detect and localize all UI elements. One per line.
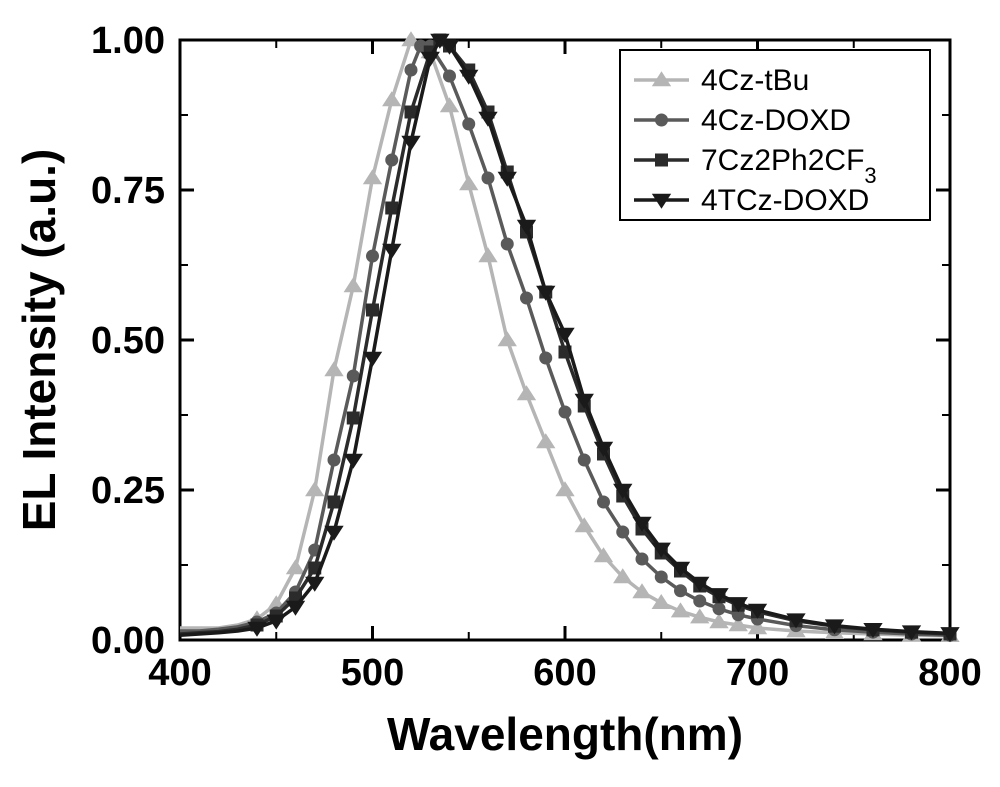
marker-triangle-up: [653, 595, 671, 609]
marker-triangle-down: [345, 454, 363, 468]
marker-triangle-up: [364, 170, 382, 184]
marker-circle: [367, 250, 379, 262]
marker-square: [656, 154, 668, 166]
marker-triangle-up: [537, 434, 555, 448]
marker-circle: [328, 454, 340, 466]
marker-circle: [482, 172, 494, 184]
y-tick-label: 0.00: [91, 620, 165, 662]
marker-square: [386, 202, 398, 214]
marker-circle: [636, 553, 648, 565]
marker-triangle-up: [595, 548, 613, 562]
marker-circle: [521, 292, 533, 304]
marker-triangle-up: [383, 92, 401, 106]
marker-triangle-up: [325, 362, 343, 376]
marker-triangle-down: [325, 526, 343, 540]
marker-circle: [540, 352, 552, 364]
marker-triangle-down: [422, 52, 440, 66]
marker-circle: [694, 595, 706, 607]
legend-label: 4Cz-tBu: [701, 64, 809, 97]
x-tick-label: 800: [918, 652, 981, 694]
marker-circle: [655, 571, 667, 583]
marker-circle: [501, 238, 513, 250]
marker-circle: [444, 70, 456, 82]
y-axis-label: EL Intensity (a.u.): [13, 149, 65, 532]
marker-square: [347, 412, 359, 424]
marker-square: [367, 304, 379, 316]
marker-circle: [386, 154, 398, 166]
x-tick-label: 600: [533, 652, 596, 694]
marker-triangle-up: [306, 482, 324, 496]
marker-triangle-down: [499, 172, 517, 186]
marker-circle: [617, 526, 629, 538]
marker-circle: [578, 454, 590, 466]
marker-triangle-up: [518, 386, 536, 400]
legend-label: 4TCz-DOXD: [701, 184, 869, 217]
y-tick-label: 1.00: [91, 20, 165, 62]
marker-triangle-down: [364, 352, 382, 366]
marker-triangle-up: [460, 176, 478, 190]
x-tick-label: 500: [341, 652, 404, 694]
marker-triangle-down: [479, 112, 497, 126]
y-tick-label: 0.25: [91, 470, 165, 512]
y-tick-label: 0.75: [91, 170, 165, 212]
marker-square: [328, 496, 340, 508]
marker-triangle-up: [345, 278, 363, 292]
marker-circle: [559, 406, 571, 418]
marker-triangle-up: [441, 98, 459, 112]
marker-circle: [598, 496, 610, 508]
marker-triangle-up: [499, 332, 517, 346]
marker-triangle-up: [556, 482, 574, 496]
marker-circle: [656, 114, 668, 126]
el-spectra-chart: 4005006007008000.000.250.500.751.00Wavel…: [0, 0, 1000, 787]
y-tick-label: 0.50: [91, 320, 165, 362]
marker-triangle-up: [479, 248, 497, 262]
marker-triangle-up: [287, 560, 305, 574]
marker-circle: [405, 64, 417, 76]
marker-triangle-down: [383, 244, 401, 258]
marker-circle: [675, 585, 687, 597]
marker-circle: [347, 370, 359, 382]
marker-circle: [463, 118, 475, 130]
marker-circle: [713, 603, 725, 615]
x-axis-label: Wavelength(nm): [387, 708, 743, 760]
legend-label: 4Cz-DOXD: [701, 104, 851, 137]
marker-triangle-up: [576, 518, 594, 532]
x-tick-label: 700: [726, 652, 789, 694]
